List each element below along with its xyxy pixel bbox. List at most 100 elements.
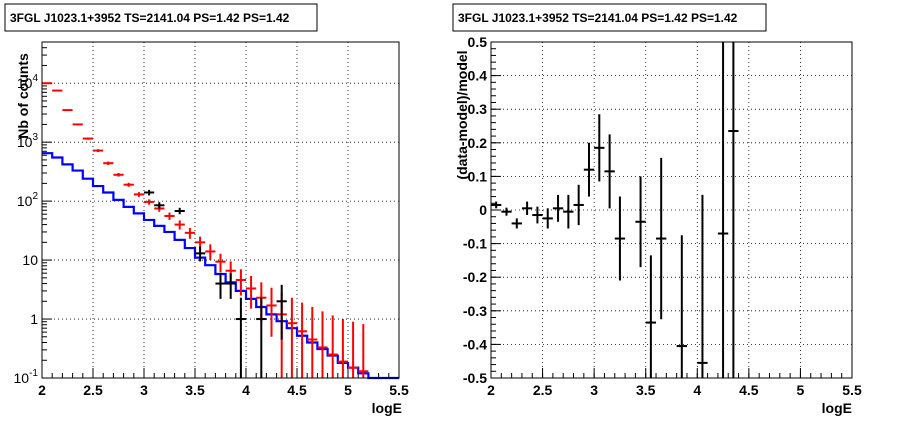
right-x-tick-label: 2.5: [533, 382, 553, 398]
left-y-tick-label: 10: [22, 252, 38, 268]
left-x-axis-label: logE: [372, 400, 402, 416]
residual-point: [594, 114, 605, 182]
right-x-tick-label: 3.5: [636, 382, 656, 398]
left-y-tick-label: 10-1: [14, 368, 39, 386]
model-counts-point: [205, 244, 216, 261]
model-counts-point: [327, 315, 338, 378]
left-y-tick-label: 103: [17, 132, 39, 150]
model-counts-point: [266, 287, 277, 337]
right-y-tick-label: 0.5: [468, 34, 488, 50]
left-chart-title: 3FGL J1023.1+3952 TS=2141.04 PS=1.42 PS=…: [10, 11, 290, 25]
observed-counts-point: [256, 297, 267, 378]
right-y-tick-label: 0.4: [468, 68, 488, 84]
model-counts-point: [337, 319, 348, 378]
model-counts-point: [246, 275, 257, 309]
right-x-tick-label: 4: [693, 382, 701, 398]
left-y-tick-base: 10: [17, 134, 33, 150]
model-counts-point: [123, 182, 134, 187]
model-counts-point: [307, 307, 318, 378]
model-counts-point: [358, 324, 369, 378]
observed-counts-point: [195, 246, 206, 262]
left-x-tick-label: 4.5: [287, 382, 307, 398]
model-counts-point: [164, 212, 175, 220]
left-y-tick-exponent: -1: [29, 368, 38, 379]
residual-point: [656, 157, 667, 320]
right-y-tick-label: -0.1: [463, 236, 487, 252]
residual-point: [552, 194, 564, 222]
left-x-tick-label: 5: [344, 382, 352, 398]
model-counts-point: [174, 220, 185, 230]
right-x-tick-label: 5: [797, 382, 805, 398]
residual-point: [717, 42, 729, 378]
left-x-tick-labels: 2 2.5 3 3.5 4 4.5 5 5.5: [38, 382, 409, 398]
right-y-tick-label: 0.3: [468, 101, 488, 117]
right-x-tick-label: 4.5: [739, 382, 759, 398]
residual-point: [573, 184, 584, 226]
right-y-tick-labels: -0.5 -0.4 -0.3 -0.2 -0.1 0 0.1 0.2 0.3 0.4 0.5: [463, 34, 487, 386]
residual-point: [542, 208, 553, 229]
residual-point: [614, 196, 626, 281]
right-x-tick-labels: 2 2.5 3 3.5 4 4.5 5 5.5: [487, 382, 862, 398]
model-counts-point: [72, 123, 83, 126]
residual-point: [728, 42, 739, 378]
residual-point: [532, 206, 543, 224]
model-counts-point: [215, 253, 226, 273]
counts-spectrum-panel: 3FGL J1023.1+3952 TS=2141.04 PS=1.42 PS=…: [4, 3, 409, 416]
right-x-tick-label: 3: [590, 382, 598, 398]
model-counts-point: [297, 302, 308, 378]
model-counts-point: [184, 228, 195, 239]
right-y-tick-label: 0: [479, 202, 487, 218]
observed-counts-point: [276, 284, 287, 340]
left-y-tick-label: 102: [17, 191, 39, 209]
left-plot-frame: [41, 41, 400, 379]
model-counts-point: [317, 311, 328, 378]
residual-point: [604, 134, 615, 209]
residual-point: [676, 235, 687, 378]
left-y-tick-exponent: 4: [32, 73, 38, 84]
left-series: [42, 82, 399, 380]
right-y-tick-label: -0.5: [463, 370, 487, 386]
left-y-tick-base: 10: [17, 75, 33, 91]
residual-point: [635, 176, 646, 268]
residual-point: [501, 207, 512, 216]
model-counts-point: [42, 82, 53, 85]
observed-counts-point: [225, 273, 236, 299]
residual-point: [521, 201, 533, 216]
left-y-tick-label: 104: [17, 73, 39, 91]
right-y-tick-label: -0.2: [463, 269, 487, 285]
right-grid: [490, 42, 853, 378]
model-counts-point: [235, 269, 246, 296]
model-counts-point: [103, 161, 114, 165]
left-title-box: [4, 3, 318, 32]
residuals-panel: 3FGL J1023.1+3952 TS=2141.04 PS=1.42 PS=…: [452, 3, 862, 416]
model-counts-point: [93, 149, 104, 153]
residual-point: [645, 255, 657, 378]
right-plot-frame: [490, 41, 853, 379]
left-y-tick-label: 1: [30, 311, 38, 327]
left-y-tick-exponent: 3: [32, 132, 38, 143]
left-x-tick-label: 2: [38, 382, 46, 398]
right-y-tick-label: 0.2: [468, 135, 488, 151]
observed-counts-point: [154, 202, 165, 209]
left-y-tick-base: 10: [17, 193, 33, 209]
right-chart-title: 3FGL J1023.1+3952 TS=2141.04 PS=1.42 PS=…: [458, 11, 738, 25]
model-counts-point: [348, 321, 359, 378]
right-series: [491, 42, 739, 378]
model-counts-point: [82, 137, 93, 140]
right-title-box: [452, 3, 767, 32]
residual-point: [583, 142, 595, 197]
observed-counts-point: [174, 207, 185, 215]
left-y-tick-exponent: 2: [32, 191, 38, 202]
right-y-tick-label: -0.3: [463, 303, 487, 319]
observed-counts-point: [144, 189, 155, 196]
right-x-tick-label: 5.5: [842, 382, 862, 398]
right-x-axis-label: logE: [822, 400, 852, 416]
right-y-tick-label: 0.1: [468, 168, 488, 184]
left-x-tick-label: 3.5: [185, 382, 205, 398]
right-y-tick-label: -0.4: [463, 336, 487, 352]
left-y-tick-base: 10: [14, 370, 30, 386]
right-y-axis-label: (data-model)/model: [454, 50, 470, 179]
model-counts-point: [144, 199, 155, 205]
residual-point: [563, 194, 574, 229]
residual-point: [491, 201, 502, 209]
